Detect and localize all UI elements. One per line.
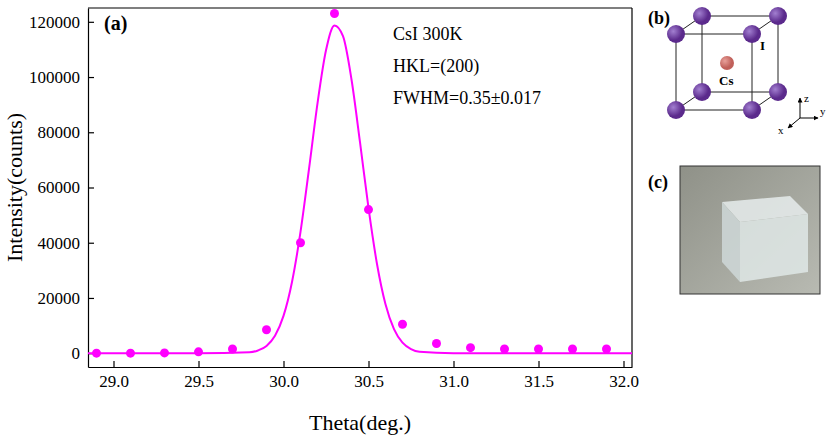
annotation: FWHM=0.35±0.017 bbox=[393, 88, 541, 108]
x-tick-label: 30.5 bbox=[354, 372, 384, 391]
x-tick-mark bbox=[283, 361, 284, 367]
unit-cell bbox=[667, 7, 787, 119]
iodine-atom bbox=[769, 7, 787, 25]
y-tick-mark bbox=[88, 298, 94, 299]
x-tick: 30.0 bbox=[269, 361, 299, 391]
y-tick-mark bbox=[88, 187, 94, 188]
axis-arrow bbox=[788, 118, 800, 128]
x-tick-mark bbox=[113, 361, 114, 367]
panel-label: (b) bbox=[648, 8, 670, 29]
y-tick: 40000 bbox=[38, 234, 95, 253]
cell-edge bbox=[702, 92, 778, 93]
cesium-atom bbox=[720, 56, 734, 70]
y-tick-label: 120000 bbox=[29, 13, 80, 32]
x-tick-label: 30.0 bbox=[269, 372, 299, 391]
iodine-atom bbox=[743, 101, 761, 119]
crystal-photo bbox=[680, 166, 820, 294]
x-tick: 29.5 bbox=[184, 361, 214, 391]
axis-label: z bbox=[804, 92, 809, 104]
x-axis-title: Theta(deg.) bbox=[309, 410, 411, 435]
x-tick: 31.5 bbox=[524, 361, 554, 391]
cell-edge bbox=[702, 16, 703, 92]
iodine-atom bbox=[693, 83, 711, 101]
y-tick-mark bbox=[88, 77, 94, 78]
plot-marks bbox=[88, 9, 632, 358]
x-tick-mark bbox=[623, 361, 624, 367]
iodine-atom bbox=[667, 101, 685, 119]
annotation: HKL=(200) bbox=[393, 56, 479, 77]
x-tick: 32.0 bbox=[609, 361, 639, 391]
data-point bbox=[466, 343, 475, 352]
frame-right bbox=[631, 8, 632, 367]
y-tick: 100000 bbox=[29, 68, 94, 87]
fit-curve bbox=[88, 25, 632, 353]
y-tick-label: 20000 bbox=[38, 289, 81, 308]
cell-edge bbox=[752, 34, 753, 110]
panel-label: (c) bbox=[648, 172, 668, 193]
axis-label: x bbox=[778, 124, 784, 136]
y-tick-label: 80000 bbox=[38, 123, 81, 142]
x-tick-mark bbox=[538, 361, 539, 367]
data-point bbox=[262, 325, 271, 334]
x-tick-mark bbox=[453, 361, 454, 367]
data-point bbox=[398, 320, 407, 329]
y-tick: 80000 bbox=[38, 123, 95, 142]
y-tick: 20000 bbox=[38, 289, 95, 308]
y-tick-mark bbox=[88, 22, 94, 23]
photo-background bbox=[680, 166, 820, 294]
x-tick-label: 29.0 bbox=[99, 372, 129, 391]
cell-edge bbox=[676, 110, 752, 111]
iodine-atom bbox=[769, 83, 787, 101]
cell-edge bbox=[702, 16, 778, 17]
data-point bbox=[432, 339, 441, 348]
x-tick: 31.0 bbox=[439, 361, 469, 391]
figure: 29.0 29.5 30.0 30.5 31.0 31.5 32.0 0 20000 40000 6… bbox=[0, 0, 832, 443]
panel-label: (a) bbox=[104, 12, 127, 35]
axis-arrow bbox=[800, 98, 801, 118]
frame-top bbox=[88, 7, 632, 8]
x-tick-mark bbox=[198, 361, 199, 367]
x-axis-line bbox=[89, 367, 633, 368]
x-tick-label: 31.0 bbox=[439, 372, 469, 391]
y-tick-mark bbox=[88, 132, 94, 133]
axes-triad bbox=[788, 98, 818, 128]
annotation: CsI 300K bbox=[393, 24, 463, 44]
atom-label: I bbox=[760, 38, 765, 53]
crystal-front bbox=[740, 214, 808, 282]
cell-edge bbox=[676, 34, 752, 35]
crystal-side bbox=[722, 202, 740, 282]
iodine-atom bbox=[743, 25, 761, 43]
x-tick-mark bbox=[368, 361, 369, 367]
atom-label: Cs bbox=[719, 73, 733, 88]
x-tick-label: 32.0 bbox=[609, 372, 639, 391]
axis-arrow bbox=[800, 118, 818, 119]
iodine-atom bbox=[667, 25, 685, 43]
y-tick: 120000 bbox=[29, 13, 94, 32]
y-tick-mark bbox=[88, 243, 94, 244]
iodine-atom bbox=[693, 7, 711, 25]
x-tick-label: 29.5 bbox=[184, 372, 214, 391]
y-tick-label: 0 bbox=[72, 344, 81, 363]
data-point bbox=[194, 347, 203, 356]
y-axis-title: Intensity(counts) bbox=[2, 113, 27, 262]
y-tick-label: 40000 bbox=[38, 234, 81, 253]
x-tick: 30.5 bbox=[354, 361, 384, 391]
x-tick-label: 31.5 bbox=[524, 372, 554, 391]
x-tick: 29.0 bbox=[99, 361, 129, 391]
y-tick: 60000 bbox=[38, 178, 95, 197]
cell-edge bbox=[676, 34, 677, 110]
y-tick-label: 100000 bbox=[29, 68, 80, 87]
y-tick-label: 60000 bbox=[38, 178, 81, 197]
axis-label: y bbox=[820, 105, 826, 117]
cell-edge bbox=[778, 16, 779, 92]
x-axis: 29.0 29.5 30.0 30.5 31.0 31.5 32.0 bbox=[89, 361, 639, 391]
y-axis: 0 20000 40000 60000 80000 100000 120000 bbox=[29, 9, 94, 368]
data-point bbox=[330, 9, 339, 18]
